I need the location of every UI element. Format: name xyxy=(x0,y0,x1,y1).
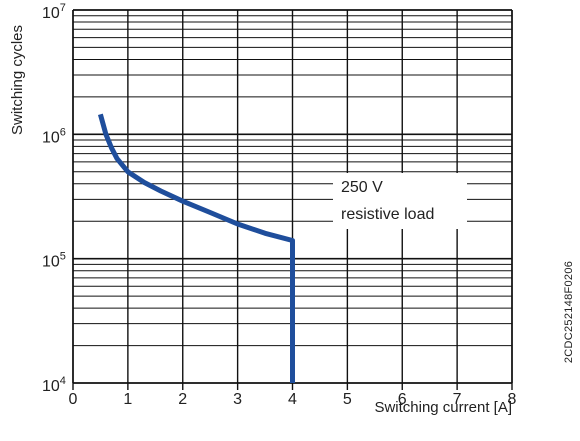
annotation-box: 250 V resistive load xyxy=(333,173,467,229)
x-tick-label: 3 xyxy=(233,391,242,408)
annotation-background xyxy=(333,173,467,229)
figure-code: 2CDC252148F0206 xyxy=(563,261,575,363)
y-tick-label: 105 xyxy=(42,251,66,271)
y-tick-exponent: 6 xyxy=(60,126,66,138)
x-tick-labels: 0 1 2 3 4 5 6 7 8 xyxy=(69,391,517,408)
y-tick-base: 10 xyxy=(42,5,60,22)
y-tick-label: 107 xyxy=(42,2,66,22)
series-line xyxy=(97,113,295,383)
y-tick-exponent: 4 xyxy=(60,375,66,387)
y-tick-base: 10 xyxy=(42,254,60,271)
y-tick-exponent: 5 xyxy=(60,251,66,263)
y-tick-base: 10 xyxy=(42,129,60,146)
x-tick-label: 4 xyxy=(288,391,297,408)
annotation-line-1: 250 V xyxy=(341,179,383,196)
y-axis-title: Switching cycles xyxy=(9,25,26,135)
y-tick-exponent: 7 xyxy=(60,2,66,14)
x-tick-label: 2 xyxy=(178,391,187,408)
x-tick-label: 7 xyxy=(453,391,462,408)
y-tick-base: 10 xyxy=(42,378,60,395)
x-tick-label: 0 xyxy=(69,391,78,408)
annotation-line-2: resistive load xyxy=(341,206,434,223)
x-tick-label: 8 xyxy=(508,391,517,408)
y-tick-label: 106 xyxy=(42,126,66,146)
y-tick-label: 104 xyxy=(42,375,66,395)
x-axis-title: Switching current [A] xyxy=(374,399,512,416)
x-tick-label: 6 xyxy=(398,391,407,408)
x-tick-label: 1 xyxy=(123,391,132,408)
x-tick-label: 5 xyxy=(343,391,352,408)
